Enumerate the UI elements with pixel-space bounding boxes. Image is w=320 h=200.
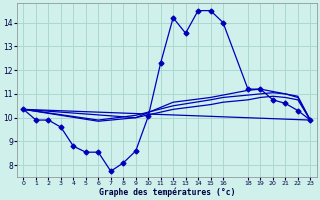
X-axis label: Graphe des températures (°c): Graphe des températures (°c) (99, 187, 235, 197)
